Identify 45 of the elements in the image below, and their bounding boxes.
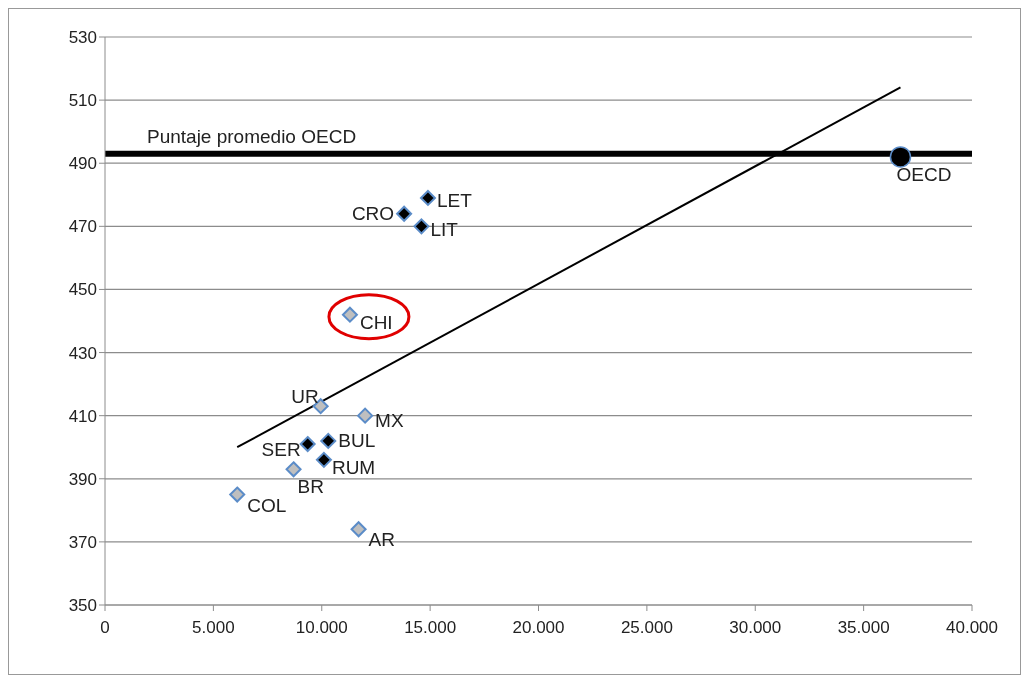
annotation: BR: [297, 475, 324, 497]
point: [341, 306, 358, 323]
annotation: LIT: [430, 218, 459, 240]
y-tick-label: 450: [68, 280, 97, 300]
point: [413, 218, 430, 235]
x-tick-label: 35.000: [837, 618, 890, 638]
y-tick-label: 370: [68, 532, 97, 552]
annotation: MX: [375, 410, 404, 432]
annotation: CRO: [351, 203, 395, 225]
x-tick-label: 10.000: [295, 618, 348, 638]
point: [320, 432, 337, 449]
ref-line-label: Puntaje promedio OECD: [147, 126, 357, 148]
annotation: AR: [368, 528, 395, 550]
annotation: OECD: [896, 164, 952, 186]
annotation: BUL: [338, 430, 376, 452]
x-tick-label: 20.000: [512, 618, 565, 638]
point: [396, 205, 413, 222]
point: [285, 461, 302, 478]
annotation: LET: [436, 190, 473, 212]
point: [419, 189, 436, 206]
annotation: UR: [291, 385, 319, 407]
y-tick-label: 470: [68, 217, 97, 237]
annotation: COL: [247, 495, 287, 517]
y-tick-label: 510: [68, 91, 97, 111]
y-tick-label: 410: [68, 406, 97, 426]
annotation: CHI: [359, 312, 393, 334]
point: [315, 451, 332, 468]
y-tick-label: 490: [68, 154, 97, 174]
x-tick-label: 30.000: [729, 618, 782, 638]
point: [889, 146, 912, 168]
x-tick-label: 0: [100, 618, 110, 638]
x-tick-label: 25.000: [620, 618, 673, 638]
point: [299, 436, 316, 453]
y-tick-label: 530: [68, 28, 97, 48]
y-tick-label: 350: [68, 596, 97, 616]
y-tick-label: 390: [68, 469, 97, 489]
y-tick-label: 430: [68, 343, 97, 363]
annotation: SER: [261, 438, 301, 460]
annotation: RUM: [331, 457, 376, 479]
x-tick-label: 15.000: [404, 618, 457, 638]
x-tick-label: 40.000: [946, 618, 998, 638]
point: [357, 407, 374, 424]
point: [229, 486, 246, 503]
point: [350, 521, 367, 538]
x-tick-label: 5.000: [192, 618, 235, 638]
